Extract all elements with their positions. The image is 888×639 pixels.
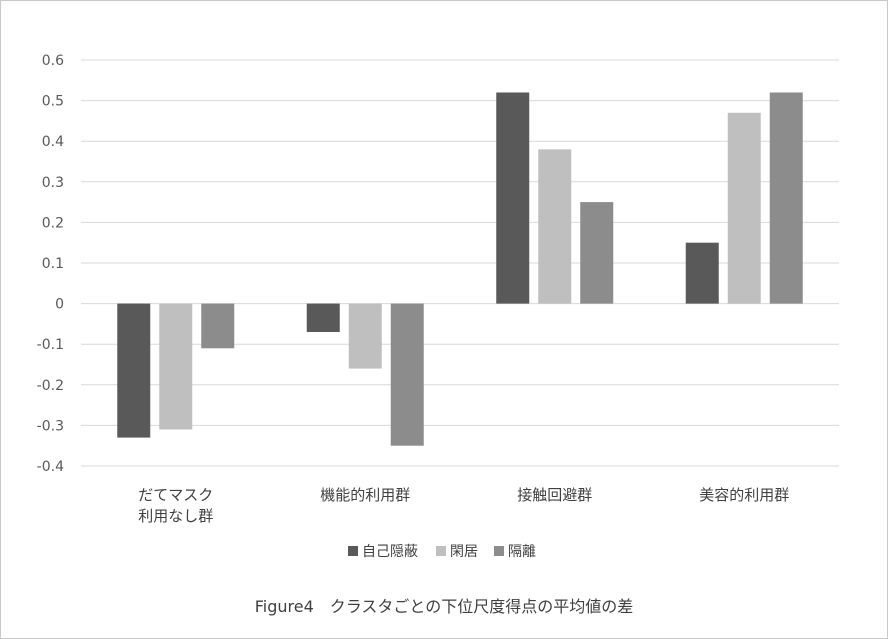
bar-2-2: [348, 303, 382, 369]
y-tick-label: -0.1: [37, 337, 64, 353]
x-category-label: 機能的利用群: [320, 486, 410, 504]
x-category-label: 美容的利用群: [699, 486, 789, 504]
legend-swatch: [494, 546, 504, 556]
y-tick-label: -0.4: [37, 459, 64, 475]
legend-label: 閑居: [450, 544, 478, 560]
legend-swatch: [436, 546, 446, 556]
legend: 自己隠蔽 閑居 隔離: [348, 543, 536, 560]
bar-1-2: [306, 303, 340, 333]
figure-caption: Figure4 クラスタごとの下位尺度得点の平均値の差: [255, 597, 634, 616]
bar-1-1: [117, 303, 151, 438]
bar-3-2: [390, 303, 424, 446]
bar-1-3: [496, 92, 530, 304]
bar-2-4: [727, 112, 761, 304]
bar-3-3: [580, 202, 614, 304]
y-tick-label: 0.6: [42, 53, 64, 69]
y-tick-label: -0.2: [37, 378, 64, 394]
y-tick-label: 0.4: [42, 134, 64, 150]
gridlines: [81, 59, 839, 467]
y-tick-label: 0.2: [42, 215, 64, 231]
x-category-label: 利用なし群: [138, 507, 213, 525]
y-tick-label: 0: [55, 297, 64, 313]
bar-1-4: [685, 242, 719, 304]
bar-3-1: [201, 303, 235, 349]
legend-label: 自己隠蔽: [362, 544, 418, 560]
bar-2-1: [159, 303, 193, 430]
legend-label: 隔離: [508, 543, 536, 560]
legend-swatch: [348, 546, 358, 556]
y-tick-label: 0.1: [42, 256, 64, 272]
bars: [117, 92, 803, 446]
bar-2-3: [538, 149, 572, 304]
y-tick-label: -0.3: [37, 418, 64, 434]
y-axis-tick-labels: 0.6 0.5 0.4 0.3 0.2 0.1 0 -0.1 -0.2 -0.3 -0.4: [37, 53, 64, 475]
x-category-label: 接触回避群: [517, 486, 592, 504]
x-category-label: だてマスク: [138, 486, 213, 504]
bar-3-4: [769, 92, 803, 304]
y-tick-label: 0.3: [42, 175, 64, 191]
y-tick-label: 0.5: [42, 94, 64, 110]
